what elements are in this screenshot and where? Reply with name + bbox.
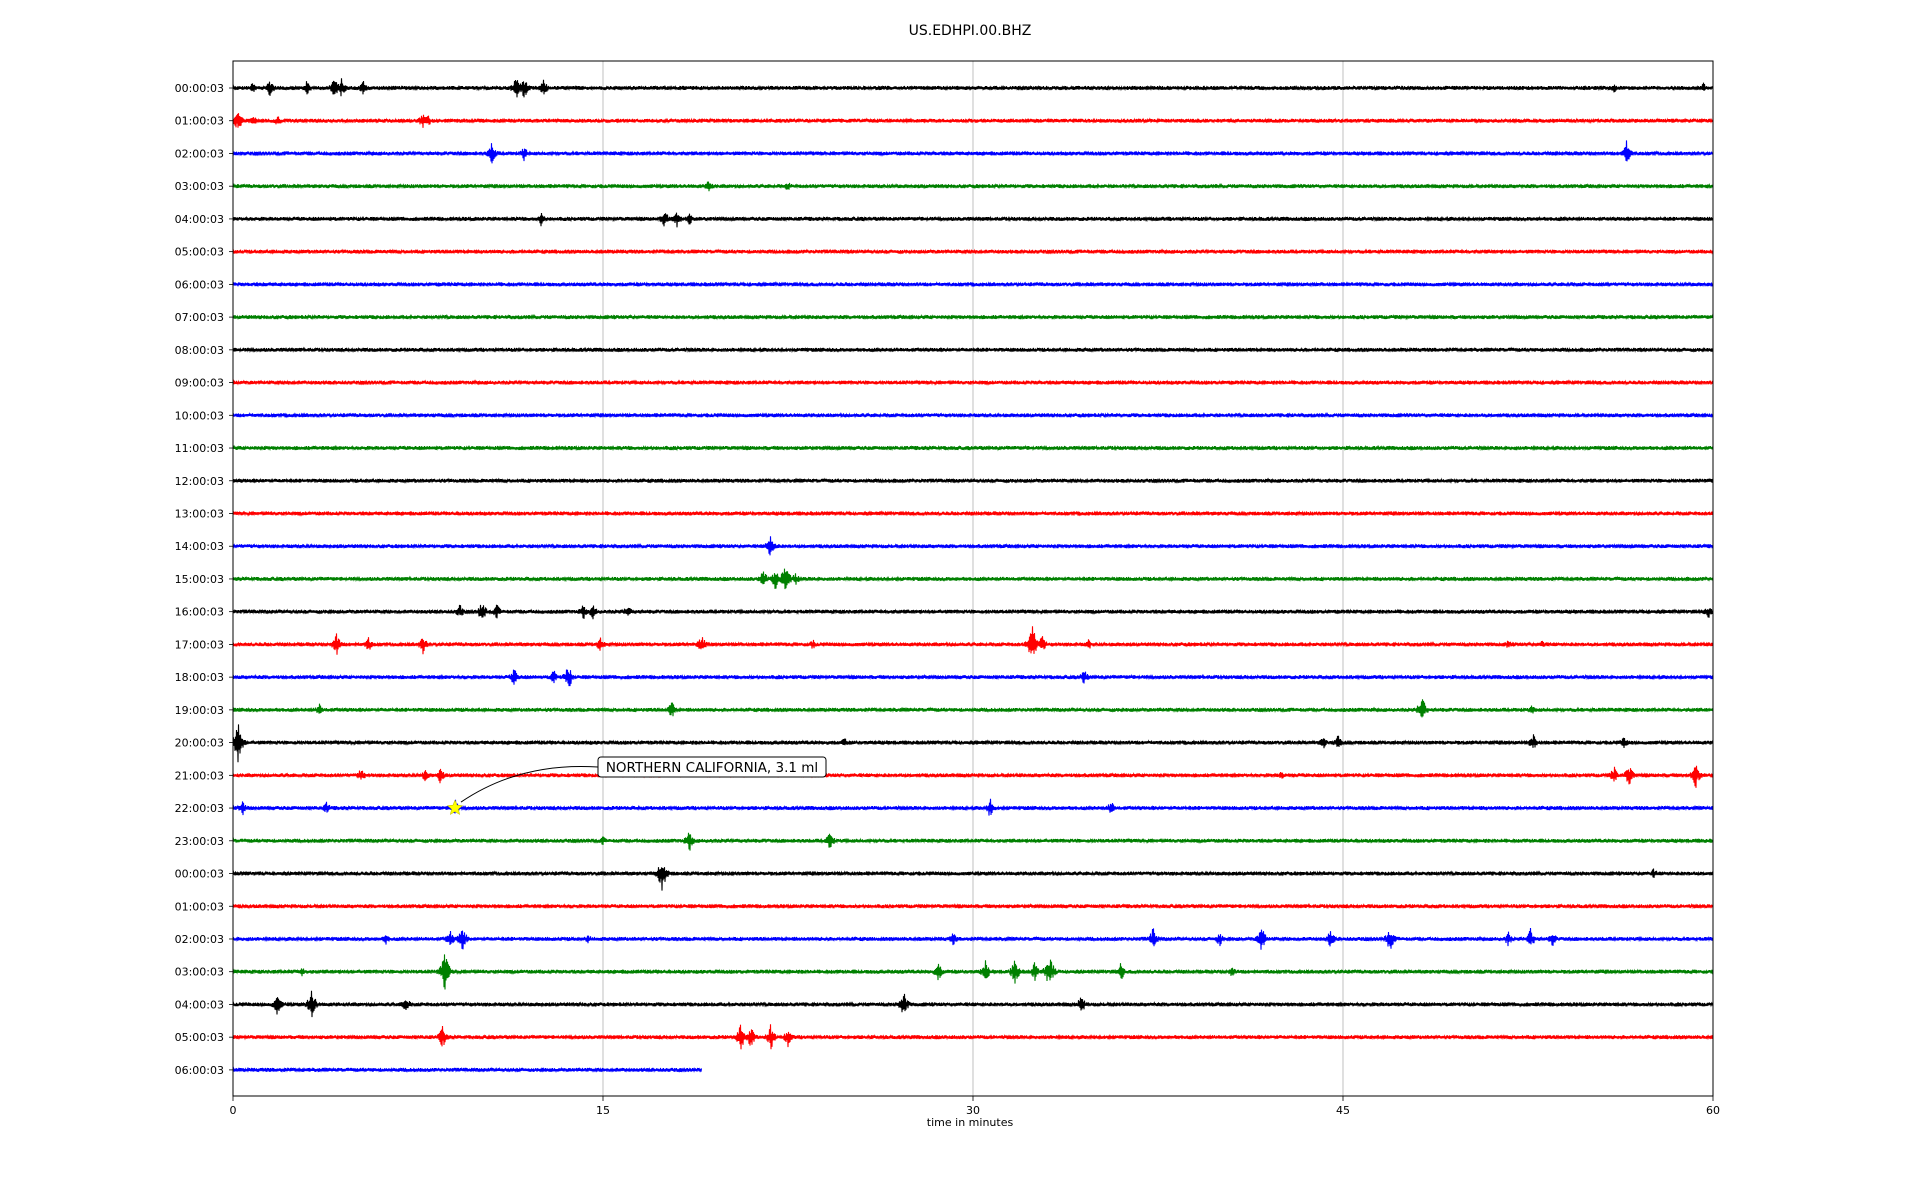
annotation-leader-line xyxy=(460,765,599,803)
trace-line xyxy=(232,867,1714,891)
trace-line xyxy=(232,669,1714,687)
y-tick-label: 04:00:03 xyxy=(175,213,224,226)
x-axis-label: time in minutes xyxy=(927,1116,1014,1129)
x-tick-label: 60 xyxy=(1706,1104,1720,1117)
y-tick-label: 14:00:03 xyxy=(175,540,224,553)
trace-line xyxy=(232,765,1714,788)
y-tick-label: 20:00:03 xyxy=(175,737,224,750)
y-tick-label: 09:00:03 xyxy=(175,377,224,390)
trace-line xyxy=(232,536,1714,556)
x-tick-label: 15 xyxy=(596,1104,610,1117)
y-tick-label: 21:00:03 xyxy=(175,769,224,782)
trace-line xyxy=(232,78,1714,98)
y-tick-label: 04:00:03 xyxy=(175,998,224,1011)
trace-line xyxy=(232,346,1714,354)
x-tick-label: 30 xyxy=(966,1104,980,1117)
trace-line xyxy=(232,1024,1714,1050)
y-tick-label: 03:00:03 xyxy=(175,966,224,979)
y-tick-label: 05:00:03 xyxy=(175,1031,224,1044)
trace-line xyxy=(232,1066,703,1074)
trace-line xyxy=(232,724,1714,763)
trace-line xyxy=(232,313,1714,321)
trace-line xyxy=(232,510,1714,517)
trace-line xyxy=(232,832,1714,851)
y-tick-label: 22:00:03 xyxy=(175,802,224,815)
trace-line xyxy=(232,626,1714,655)
y-tick-label: 00:00:03 xyxy=(175,82,224,95)
trace-line xyxy=(232,444,1714,452)
trace-line xyxy=(232,699,1714,718)
chart-title: US.EDHPI.00.BHZ xyxy=(909,23,1032,39)
trace-line xyxy=(232,568,1714,590)
trace-line xyxy=(232,140,1714,164)
trace-line xyxy=(232,181,1714,192)
trace-line xyxy=(232,604,1714,620)
y-tick-label: 05:00:03 xyxy=(175,246,224,259)
trace-line xyxy=(232,902,1714,910)
annotation-text: NORTHERN CALIFORNIA, 3.1 ml xyxy=(606,760,818,776)
y-tick-label: 02:00:03 xyxy=(175,147,224,160)
y-tick-label: 01:00:03 xyxy=(175,900,224,913)
event-annotation: NORTHERN CALIFORNIA, 3.1 ml xyxy=(446,756,827,816)
y-tick-label: 00:00:03 xyxy=(175,868,224,881)
trace-line xyxy=(232,281,1714,288)
x-tick-label: 45 xyxy=(1336,1104,1350,1117)
trace-line xyxy=(232,113,1714,128)
y-tick-label: 08:00:03 xyxy=(175,344,224,357)
y-tick-label: 11:00:03 xyxy=(175,442,224,455)
axis-ticks: 00:00:03 01:00:03 02:00:03 03:00:03 04:00:03… xyxy=(175,82,1720,1117)
trace-line xyxy=(232,477,1714,485)
trace-line xyxy=(232,798,1714,816)
y-tick-label: 02:00:03 xyxy=(175,933,224,946)
y-tick-label: 16:00:03 xyxy=(175,606,224,619)
y-tick-label: 23:00:03 xyxy=(175,835,224,848)
y-tick-label: 07:00:03 xyxy=(175,311,224,324)
y-tick-label: 13:00:03 xyxy=(175,507,224,520)
trace-line xyxy=(232,927,1714,950)
y-tick-label: 15:00:03 xyxy=(175,573,224,586)
trace-line xyxy=(232,248,1714,256)
event-star-icon xyxy=(446,799,464,816)
y-tick-label: 10:00:03 xyxy=(175,409,224,422)
trace-line xyxy=(232,411,1714,419)
annotation-box xyxy=(597,756,827,778)
trace-line xyxy=(232,379,1714,387)
y-tick-label: 06:00:03 xyxy=(175,1064,224,1077)
y-tick-label: 01:00:03 xyxy=(175,115,224,128)
y-tick-label: 12:00:03 xyxy=(175,475,224,488)
traces xyxy=(232,78,1714,1074)
trace-line xyxy=(232,954,1714,990)
trace-line xyxy=(232,212,1714,228)
trace-line xyxy=(232,990,1714,1018)
x-tick-label: 0 xyxy=(230,1104,237,1117)
y-tick-label: 19:00:03 xyxy=(175,704,224,717)
y-tick-label: 18:00:03 xyxy=(175,671,224,684)
y-tick-label: 03:00:03 xyxy=(175,180,224,193)
y-tick-label: 06:00:03 xyxy=(175,278,224,291)
y-tick-label: 17:00:03 xyxy=(175,638,224,651)
